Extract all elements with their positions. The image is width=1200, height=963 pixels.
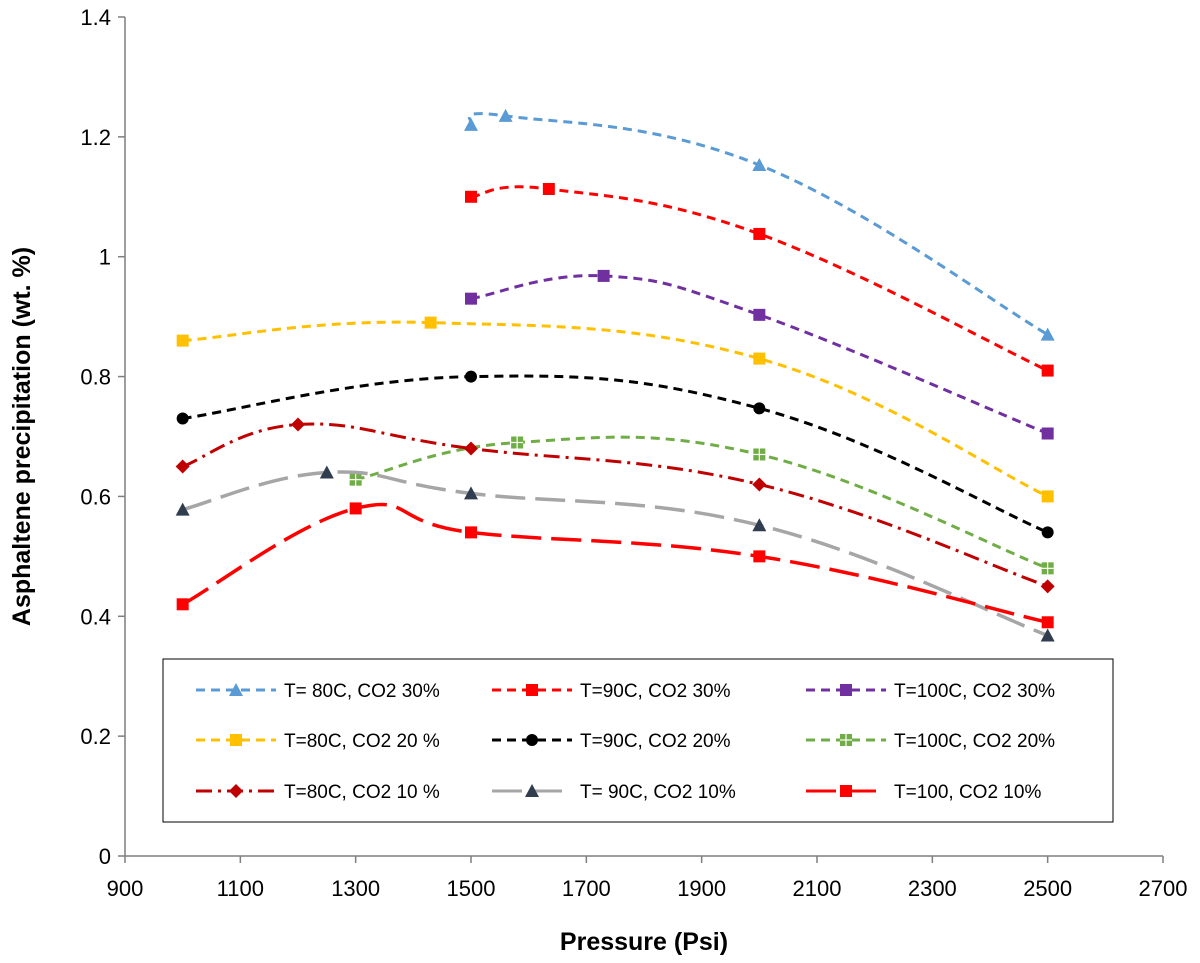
legend-label: T=90C, CO2 20% <box>580 731 731 752</box>
series-line <box>183 424 1048 586</box>
data-point <box>464 118 478 131</box>
series-5 <box>177 371 1054 539</box>
data-point <box>543 183 555 195</box>
data-point <box>1042 526 1054 538</box>
y-axis-title: Asphaltene precipitation (wt. %) <box>8 247 36 626</box>
y-tick-label: 0.6 <box>80 484 111 509</box>
legend-label: T=90C, CO2 30% <box>580 681 731 702</box>
y-tick-label: 1.2 <box>80 125 111 150</box>
data-point <box>752 477 766 491</box>
y-tick-label: 0 <box>99 844 111 869</box>
line-chart: 0 0.2 0.4 0.6 0.8 1 1.2 1.4 900 1100 1300 1500 1700… <box>0 0 1200 963</box>
data-point <box>1041 579 1055 593</box>
data-point <box>1042 428 1054 440</box>
data-point <box>465 526 477 538</box>
x-tick-label: 900 <box>107 876 144 901</box>
data-point <box>1042 616 1054 628</box>
x-tick-label: 1700 <box>562 876 611 901</box>
y-tick-labels: 0 0.2 0.4 0.6 0.8 1 1.2 1.4 <box>80 5 111 869</box>
data-point <box>291 418 305 432</box>
data-point <box>176 459 190 473</box>
series-lines <box>176 109 1055 642</box>
legend-label: T=100C, CO2 30% <box>894 681 1055 702</box>
legend-label: T=80C, CO2 20 % <box>284 731 440 752</box>
data-point <box>1042 490 1054 502</box>
legend-marker <box>840 684 852 696</box>
data-point <box>753 448 765 460</box>
series-line <box>469 114 1047 335</box>
x-tick-labels: 900 1100 1300 1500 1700 1900 2100 2300 2500 2700 <box>107 876 1188 901</box>
x-tick-label: 1900 <box>677 876 726 901</box>
legend-marker <box>526 734 538 746</box>
data-point <box>465 371 477 383</box>
legend-label: T= 80C, CO2 30% <box>284 681 440 702</box>
data-point <box>598 270 610 282</box>
legend-marker <box>840 734 852 746</box>
x-tick-label: 1500 <box>447 876 496 901</box>
series-line <box>471 187 1048 371</box>
data-point <box>177 598 189 610</box>
data-point <box>177 413 189 425</box>
data-point <box>753 228 765 240</box>
legend-label: T= 90C, CO2 10% <box>580 782 736 803</box>
data-point <box>465 293 477 305</box>
legend-marker <box>230 734 242 746</box>
series-1 <box>464 109 1055 341</box>
x-tick-label: 2100 <box>793 876 842 901</box>
y-tick-label: 0.8 <box>80 365 111 390</box>
series-line <box>183 504 1048 622</box>
x-tick-label: 1300 <box>331 876 380 901</box>
x-tick-label: 2700 <box>1139 876 1188 901</box>
data-point <box>753 353 765 365</box>
data-point <box>425 317 437 329</box>
x-tick-label: 1100 <box>217 876 264 901</box>
series-line <box>183 376 1048 532</box>
data-point <box>350 474 362 486</box>
data-point <box>1041 328 1055 341</box>
data-point <box>1042 365 1054 377</box>
y-tick-label: 1.4 <box>80 5 111 30</box>
data-point <box>177 335 189 347</box>
series-6 <box>350 436 1054 574</box>
series-8 <box>176 465 1055 641</box>
y-tick-label: 0.2 <box>80 724 111 749</box>
legend-label: T=80C, CO2 10 % <box>284 782 440 803</box>
data-point <box>1042 562 1054 574</box>
data-point <box>753 309 765 321</box>
x-tick-label: 2300 <box>908 876 957 901</box>
data-point <box>511 436 523 448</box>
y-tick-label: 0.4 <box>80 604 111 629</box>
data-point <box>753 550 765 562</box>
series-9 <box>177 502 1054 628</box>
y-tick-label: 1 <box>99 245 111 270</box>
series-7 <box>176 418 1055 594</box>
data-point <box>350 502 362 514</box>
legend-marker <box>840 785 852 797</box>
x-tick-label: 2500 <box>1023 876 1072 901</box>
data-point <box>753 402 765 414</box>
data-point <box>465 191 477 203</box>
legend-marker <box>526 684 538 696</box>
legend: T= 80C, CO2 30% T=90C, CO2 30% T=100C, CO2… <box>163 659 1113 822</box>
series-line <box>356 437 1048 568</box>
series-line <box>183 472 1048 636</box>
data-point <box>464 441 478 455</box>
legend-label: T=100C, CO2 20% <box>894 731 1055 752</box>
x-axis-title: Pressure (Psi) <box>560 928 728 956</box>
legend-label: T=100, CO2 10% <box>894 782 1041 803</box>
